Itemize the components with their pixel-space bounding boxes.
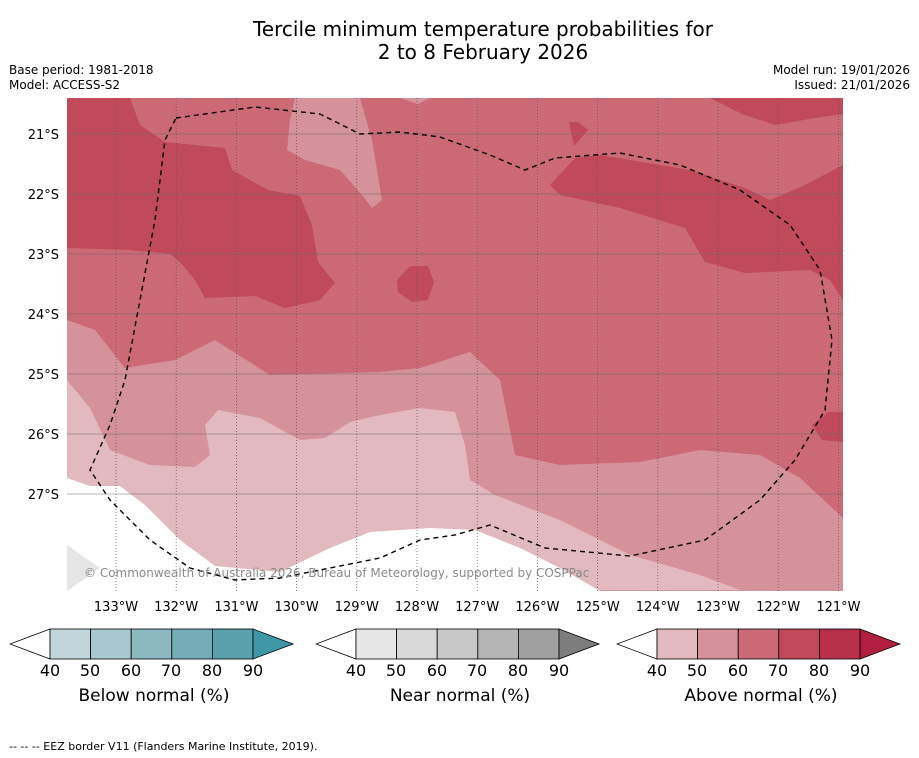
- colorbar-segment: [49, 628, 91, 660]
- colorbar-above-scale: [616, 628, 902, 660]
- colorbar-above-ticks: 40 50 60 70 80 90: [616, 661, 906, 681]
- model-run: Model run: 19/01/2026: [772, 63, 910, 77]
- meta-right: Model run: 19/01/2026 Issued: 21/01/2026: [773, 63, 910, 93]
- colorbar-above-title: Above normal (%): [684, 686, 838, 706]
- colorbar-tick: 50: [385, 661, 407, 680]
- colorbar-tick: 50: [79, 661, 101, 680]
- colorbar-tick: 60: [727, 661, 749, 680]
- colorbar-tick: 90: [242, 661, 264, 680]
- zone-above-70-southeast: [812, 412, 843, 442]
- model-name: Model: ACCESS-S2: [9, 78, 121, 92]
- colorbar-segment: [656, 628, 698, 660]
- latitude-label: 23°S: [28, 248, 59, 263]
- zone-above-50-north: [287, 98, 382, 208]
- zone-above-50-north-small: [400, 98, 430, 104]
- longitude-label: 133°W: [94, 600, 138, 615]
- probability-map: 21°S22°S23°S24°S25°S26°S27°S 133°W 132°W 1…: [28, 98, 861, 615]
- colorbar-tick: 40: [39, 661, 61, 680]
- map-title-line1: Tercile minimum temperature probabilitie…: [252, 17, 714, 41]
- latitude-label: 26°S: [28, 428, 59, 443]
- colorbar-below-ticks: 40 50 60 70 80 90: [9, 661, 299, 681]
- colorbar-tick: 40: [646, 661, 668, 680]
- colorbar-near-ticks: 40 50 60 70 80 90: [315, 661, 605, 681]
- zone-above-40: [67, 380, 740, 591]
- colorbar-segment: [477, 628, 519, 660]
- colorbar-segment: [90, 628, 132, 660]
- base-period: Base period: 1981-2018: [9, 63, 154, 77]
- land-area: [67, 478, 600, 591]
- colorbar-segment: [211, 628, 254, 660]
- latitude-label: 22°S: [28, 188, 59, 203]
- colorbar-segment: [436, 628, 479, 660]
- gridlines: [67, 98, 843, 591]
- colorbar-tick: 90: [548, 661, 570, 680]
- issued-date: Issued: 21/01/2026: [794, 78, 910, 92]
- colorbar-over-triangle: [558, 628, 601, 660]
- longitude-label: 127°W: [455, 600, 499, 615]
- longitude-label: 128°W: [395, 600, 439, 615]
- colorbar-segment: [396, 628, 438, 660]
- copyright-text: © Commonwealth of Australia 2026, Bureau…: [84, 566, 589, 580]
- longitude-label: 122°W: [756, 600, 800, 615]
- colorbar-under-triangle: [616, 628, 658, 660]
- colorbar-below: 40 50 60 70 80 90 Below normal (%): [9, 628, 299, 723]
- colorbar-tick: 50: [686, 661, 708, 680]
- colorbar-segment: [517, 628, 560, 660]
- colorbar-segment: [778, 628, 820, 660]
- longitude-label: 129°W: [335, 600, 379, 615]
- map-title-line2: 2 to 8 February 2026: [377, 40, 589, 64]
- colorbar-tick: 40: [345, 661, 367, 680]
- longitude-label: 124°W: [636, 600, 680, 615]
- colorbar-over-triangle: [859, 628, 902, 660]
- colorbar-below-title: Below normal (%): [78, 686, 230, 706]
- longitude-label: 123°W: [696, 600, 740, 615]
- latitude-labels: 21°S 22°S 23°S 24°S 25°S 26°S 27°S: [28, 128, 59, 503]
- colorbar-segment: [737, 628, 780, 660]
- colorbar-near-title: Near normal (%): [389, 686, 531, 706]
- latitude-label: 24°S: [28, 308, 59, 323]
- meta-left: Base period: 1981-2018 Model: ACCESS-S2: [9, 63, 154, 93]
- colorbar-tick: 90: [849, 661, 871, 680]
- colorbar-near: 40 50 60 70 80 90 Near normal (%): [315, 628, 605, 723]
- longitude-label: 121°W: [816, 600, 860, 615]
- latitude-label: 21°S: [28, 128, 59, 143]
- zone-above-70-northeast: [710, 98, 843, 125]
- longitude-label: 131°W: [214, 600, 258, 615]
- colorbar-tick: 60: [426, 661, 448, 680]
- colorbar-tick: 60: [120, 661, 142, 680]
- colorbar-segment: [130, 628, 173, 660]
- zone-above-70-center: [397, 266, 434, 302]
- colorbar-segment: [355, 628, 397, 660]
- near-normal-patch: [67, 545, 100, 591]
- colorbar-segment: [818, 628, 861, 660]
- zone-above-70-east: [550, 155, 843, 300]
- colorbar-segment: [697, 628, 739, 660]
- colorbar-tick: 70: [160, 661, 182, 680]
- eez-legend-note: -- -- -- EEZ border V11 (Flanders Marine…: [9, 740, 318, 753]
- longitude-label: 126°W: [515, 600, 559, 615]
- longitude-labels: 133°W 132°W 131°W 130°W 129°W 128°W 127°W 126°W…: [94, 600, 861, 615]
- eez-border: [89, 106, 833, 581]
- latitude-label: 27°S: [28, 488, 59, 503]
- colorbar-near-scale: [315, 628, 601, 660]
- colorbar-tick: 80: [201, 661, 223, 680]
- map-plot-area: [67, 98, 843, 591]
- colorbar-over-triangle: [252, 628, 295, 660]
- longitude-label: 132°W: [154, 600, 198, 615]
- zone-above-70-west: [67, 98, 335, 308]
- colorbar-tick: 80: [507, 661, 529, 680]
- colorbar-above: 40 50 60 70 80 90 Above normal (%): [616, 628, 906, 723]
- longitude-label: 130°W: [275, 600, 319, 615]
- colorbar-segment: [171, 628, 213, 660]
- colorbar-tick: 70: [466, 661, 488, 680]
- colorbar-tick: 70: [767, 661, 789, 680]
- colorbar-tick: 80: [808, 661, 830, 680]
- colorbar-below-scale: [9, 628, 295, 660]
- map-title: Tercile minimum temperature probabilitie…: [0, 18, 919, 64]
- colorbar-under-triangle: [315, 628, 357, 660]
- longitude-label: 125°W: [576, 600, 620, 615]
- colorbar-under-triangle: [9, 628, 51, 660]
- latitude-label: 25°S: [28, 368, 59, 383]
